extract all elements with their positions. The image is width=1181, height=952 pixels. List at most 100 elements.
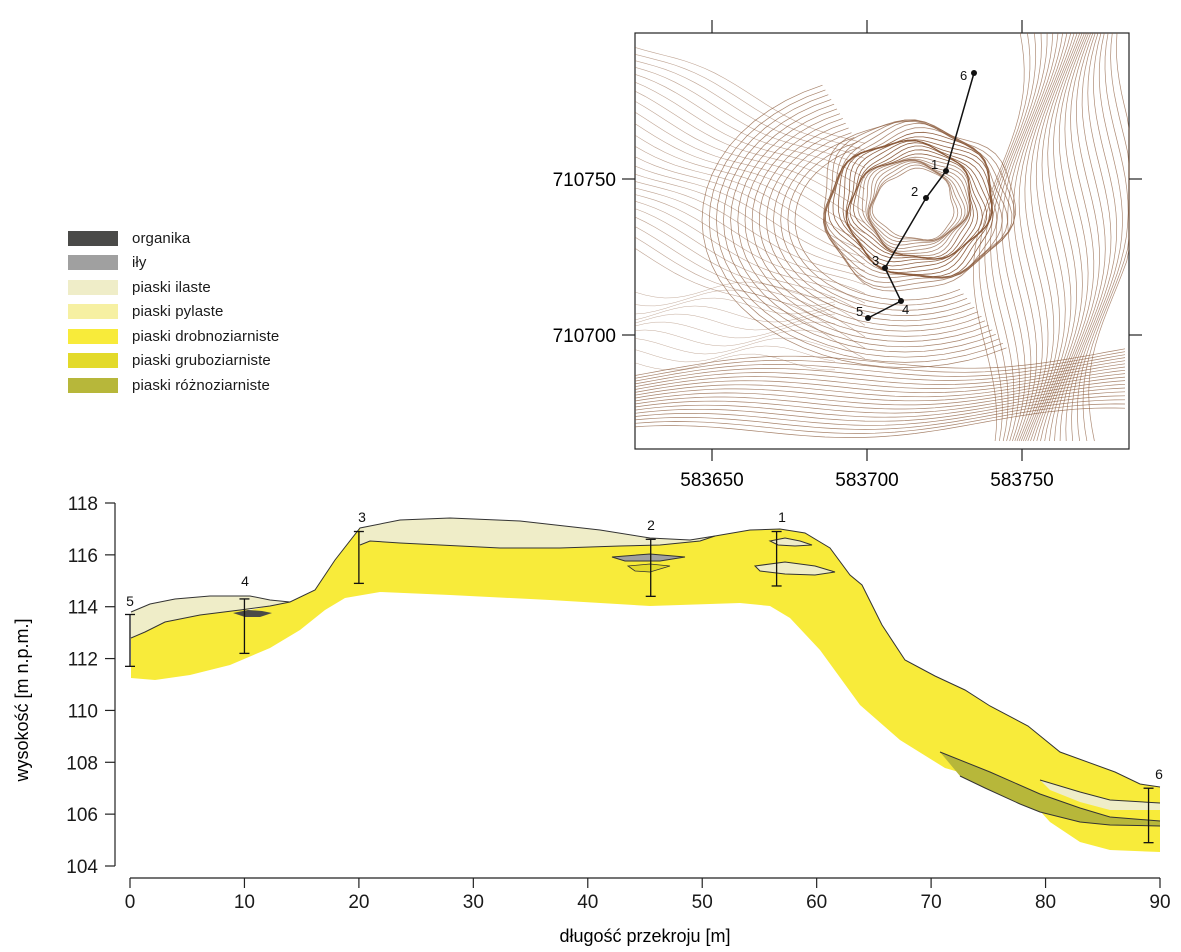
contour-line [634, 403, 1126, 434]
contour-line [846, 139, 991, 267]
contour-line [634, 156, 866, 258]
borehole-label-2: 2 [647, 517, 655, 533]
contour-line [634, 54, 866, 151]
y-tick-label: 106 [66, 805, 98, 826]
contour-line [1022, 32, 1075, 442]
contour-line [634, 366, 1126, 394]
contour-line [766, 127, 975, 322]
legend-item: iły [68, 251, 279, 276]
lens-piaski-gruboziarniste [626, 563, 671, 573]
contour-line [1065, 32, 1118, 442]
contour-line [824, 119, 1013, 284]
contour-line [1071, 32, 1123, 442]
contour-line [634, 321, 836, 339]
contour-line [634, 81, 866, 190]
borehole-label-5: 5 [126, 593, 134, 609]
contour-line [634, 173, 866, 271]
contour-line [634, 165, 866, 265]
borehole-2 [645, 538, 656, 597]
legend-swatch [68, 353, 118, 369]
layer-piaski-ilaste-3 [1040, 780, 1160, 810]
y-tick-label: 116 [68, 546, 98, 567]
contour-line [995, 32, 1048, 442]
map-y-tick-label: 710700 [553, 326, 616, 347]
legend-label: organika [132, 229, 191, 247]
contour-line [634, 146, 866, 251]
section-point-6 [971, 70, 977, 76]
layer-piaski-drobnoziarniste [131, 520, 1160, 852]
contour-line [832, 136, 992, 278]
contour-line [708, 89, 1004, 363]
contour-line [1030, 32, 1083, 442]
legend-label: piaski ilaste [132, 278, 211, 296]
contour-line [716, 94, 1000, 358]
contour-line [634, 354, 1126, 382]
map-ticks [622, 20, 1142, 461]
map-point-label: 6 [960, 68, 967, 83]
y-tick-label: 114 [68, 598, 99, 619]
lens-piaski-ilaste-2 [770, 538, 812, 546]
contour-line [634, 216, 866, 326]
contour-line [634, 348, 1126, 376]
contour-line [1001, 32, 1054, 442]
contour-line [634, 353, 836, 371]
map-point-label: 4 [902, 302, 909, 317]
contour-line [634, 313, 836, 331]
legend-label: piaski pylaste [132, 303, 224, 321]
contour-line [634, 134, 866, 243]
borehole-label-4: 4 [241, 573, 249, 589]
y-axis-title: wysokość [m n.p.m.] [12, 618, 32, 782]
contour-line [634, 181, 866, 278]
profile-axes [114, 503, 1160, 879]
borehole-3 [353, 530, 364, 585]
legend-item: piaski ilaste [68, 275, 279, 300]
legend-item: piaski gruboziarniste [68, 349, 279, 374]
contour-line [634, 360, 1126, 388]
legend-swatch [68, 377, 118, 393]
contour-line [758, 122, 979, 327]
lens-piaski-ilaste [755, 562, 835, 575]
map-x-tick-label: 583700 [835, 470, 898, 491]
contour-line [867, 159, 969, 249]
legend-item: piaski drobnoziarniste [68, 324, 279, 349]
contour-line [871, 167, 955, 241]
contour-line [701, 84, 1007, 368]
legend-item: organika [68, 226, 279, 251]
x-axis-title: długość przekroju [m] [559, 926, 730, 946]
map-point-label: 1 [931, 157, 938, 172]
contour-line [634, 100, 866, 213]
legend-swatch [68, 230, 118, 246]
contour-line [634, 407, 1126, 438]
contour-line [634, 67, 866, 168]
contour-line [634, 47, 866, 144]
contour-line [634, 383, 1126, 414]
contour-line [634, 395, 1126, 426]
contour-line [634, 248, 866, 360]
contour-line [634, 387, 1126, 418]
y-tick-label: 104 [66, 857, 98, 878]
contour-line [868, 162, 963, 243]
contour-line [1059, 32, 1112, 442]
contour-line [978, 32, 1031, 442]
layer-piaski-roznoziarniste [940, 752, 1160, 826]
legend-swatch [68, 328, 118, 344]
legend-swatch [68, 255, 118, 271]
contour-line [634, 363, 1126, 390]
x-tick-label: 90 [1149, 892, 1170, 913]
contour-line [1088, 32, 1130, 442]
map-x-tick-label: 583750 [990, 470, 1053, 491]
contour-line [823, 120, 1016, 292]
section-point-1 [943, 168, 949, 174]
contour-map: 583650 583700 583750 710750 710700 1 2 3… [553, 20, 1142, 491]
legend-label: piaski gruboziarniste [132, 352, 271, 370]
x-tick-label: 30 [463, 892, 484, 913]
legend-label: piaski drobnoziarniste [132, 327, 280, 345]
map-y-tick-label: 710750 [553, 170, 616, 191]
contour-line [634, 200, 866, 304]
borehole-6 [1143, 787, 1154, 844]
contour-line [1018, 32, 1068, 442]
contour-line [730, 103, 993, 348]
legend: organika iły piaski ilaste piaski pylast… [68, 226, 279, 398]
contour-line [723, 99, 996, 353]
